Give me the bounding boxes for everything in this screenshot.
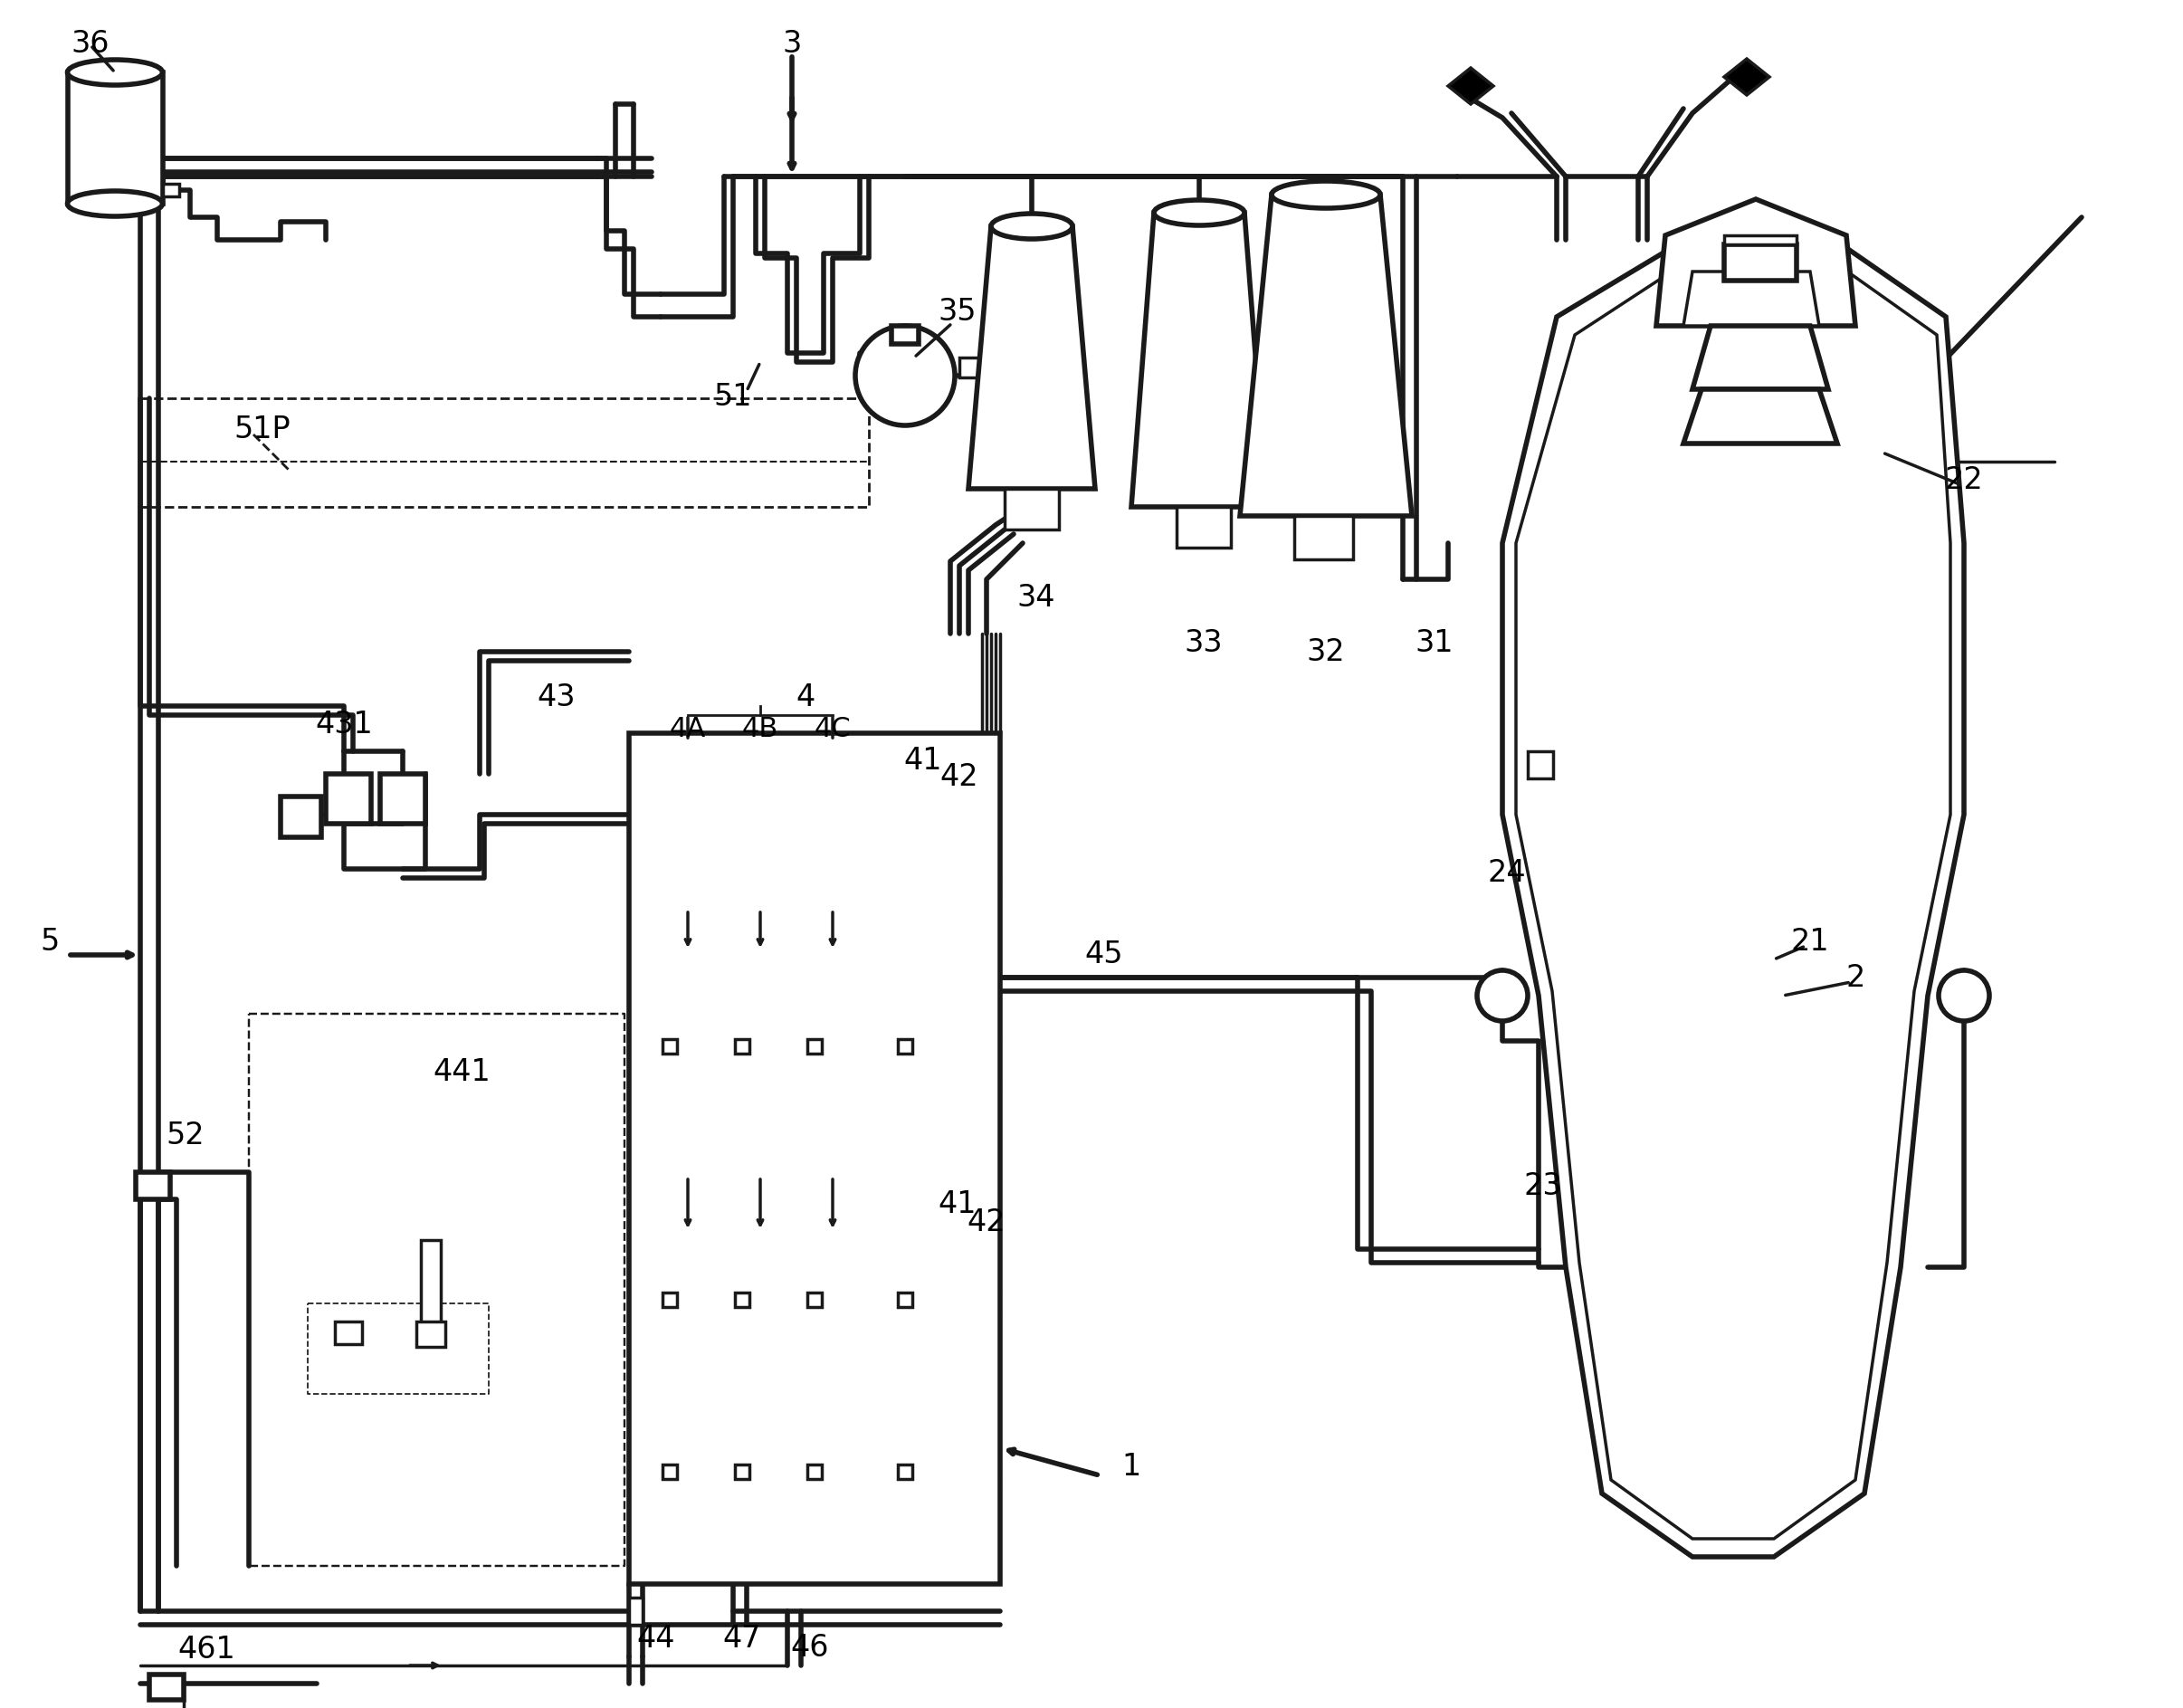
- Ellipse shape: [1273, 181, 1380, 208]
- Bar: [808, 1464, 821, 1479]
- Text: 51: 51: [714, 381, 753, 412]
- Text: 4: 4: [797, 681, 814, 712]
- Text: 22: 22: [1945, 465, 1984, 495]
- Bar: [736, 1293, 749, 1307]
- Text: 24: 24: [1487, 859, 1526, 888]
- Bar: [661, 1038, 677, 1054]
- Polygon shape: [1515, 234, 1949, 1539]
- Bar: [661, 1293, 677, 1307]
- Bar: [897, 1293, 912, 1307]
- Text: 4B: 4B: [742, 716, 779, 743]
- Polygon shape: [1502, 208, 1965, 1556]
- Polygon shape: [1657, 200, 1856, 326]
- Text: 42: 42: [967, 1208, 1006, 1237]
- Polygon shape: [969, 225, 1096, 488]
- Ellipse shape: [991, 214, 1072, 239]
- Bar: [1725, 236, 1797, 244]
- Circle shape: [1478, 970, 1528, 1021]
- Ellipse shape: [1155, 200, 1244, 225]
- Text: 36: 36: [72, 29, 109, 58]
- Text: 23: 23: [1524, 1170, 1563, 1201]
- Bar: [1295, 516, 1353, 560]
- Bar: [282, 796, 321, 837]
- Text: 45: 45: [1085, 939, 1124, 970]
- Text: 2: 2: [1845, 963, 1864, 992]
- Text: 41: 41: [939, 1189, 976, 1220]
- Bar: [891, 326, 919, 343]
- Bar: [736, 1038, 749, 1054]
- Bar: [417, 1322, 445, 1348]
- Bar: [629, 733, 1000, 1583]
- Polygon shape: [1240, 195, 1412, 516]
- Text: 4A: 4A: [670, 716, 705, 743]
- Bar: [164, 184, 179, 196]
- Bar: [325, 774, 371, 823]
- Bar: [897, 1464, 912, 1479]
- Bar: [736, 1464, 749, 1479]
- Bar: [148, 1674, 183, 1699]
- Ellipse shape: [68, 191, 162, 217]
- Text: 44: 44: [637, 1623, 675, 1653]
- Text: 5: 5: [39, 926, 59, 956]
- Bar: [380, 774, 426, 823]
- Text: 431: 431: [314, 709, 373, 740]
- Polygon shape: [1131, 214, 1266, 507]
- Text: 441: 441: [432, 1057, 491, 1088]
- Text: 33: 33: [1185, 629, 1222, 658]
- Text: 3: 3: [782, 29, 801, 58]
- Bar: [334, 1322, 362, 1344]
- Polygon shape: [1683, 272, 1818, 326]
- Text: 461: 461: [177, 1635, 236, 1664]
- Text: 34: 34: [1017, 582, 1057, 613]
- Text: 52: 52: [166, 1120, 205, 1151]
- Bar: [629, 1597, 642, 1624]
- Text: 41: 41: [904, 745, 943, 775]
- Bar: [1528, 752, 1552, 779]
- Text: 46: 46: [790, 1633, 830, 1662]
- Bar: [808, 1293, 821, 1307]
- Bar: [421, 1240, 441, 1331]
- Text: 35: 35: [939, 297, 976, 328]
- Text: 42: 42: [941, 762, 978, 791]
- Bar: [1177, 507, 1231, 548]
- Text: 32: 32: [1308, 637, 1345, 666]
- Bar: [958, 357, 980, 377]
- Circle shape: [856, 326, 954, 425]
- Bar: [808, 1038, 821, 1054]
- Text: 21: 21: [1790, 926, 1829, 956]
- Polygon shape: [1725, 58, 1770, 96]
- Bar: [897, 1038, 912, 1054]
- Circle shape: [1939, 970, 1989, 1021]
- Text: 47: 47: [723, 1623, 762, 1653]
- Text: 51P: 51P: [234, 415, 290, 444]
- Polygon shape: [1447, 68, 1493, 104]
- Bar: [661, 1464, 677, 1479]
- Text: 31: 31: [1415, 629, 1454, 658]
- Text: 4C: 4C: [814, 716, 851, 743]
- Text: 1: 1: [1122, 1452, 1142, 1481]
- Polygon shape: [1683, 389, 1838, 444]
- Bar: [1725, 244, 1797, 280]
- Text: 43: 43: [537, 681, 576, 712]
- Bar: [68, 72, 164, 203]
- Ellipse shape: [68, 60, 162, 85]
- Bar: [135, 1172, 170, 1199]
- Bar: [1004, 488, 1059, 529]
- Polygon shape: [1692, 326, 1827, 389]
